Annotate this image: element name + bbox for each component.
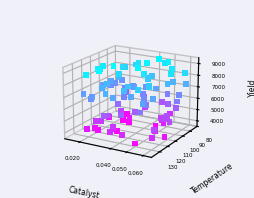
Y-axis label: Temperature: Temperature — [190, 161, 235, 196]
X-axis label: Catalyst: Catalyst — [68, 185, 100, 198]
